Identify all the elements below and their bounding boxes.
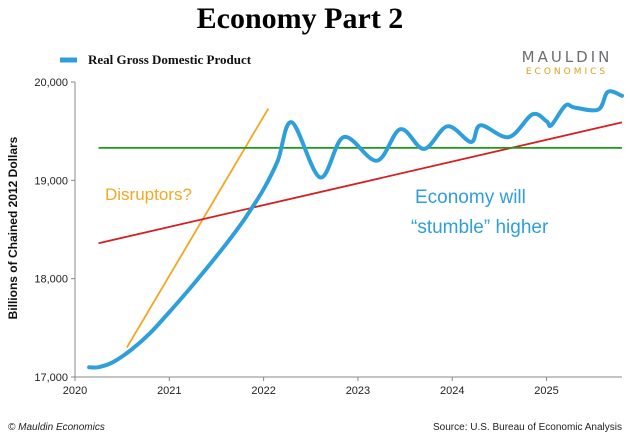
logo-bottom-text: ECONOMICS <box>526 67 608 77</box>
legend: Real Gross Domestic Product <box>60 52 252 67</box>
legend-label-gdp: Real Gross Domestic Product <box>88 52 252 67</box>
orange-trend-line <box>126 108 270 348</box>
y-tick-label: 18,000 <box>34 274 68 286</box>
y-axis-label: Billions of Chained 2012 Dollars <box>6 136 20 319</box>
chart-title: Economy Part 2 <box>197 2 404 35</box>
x-tick-label: 2024 <box>440 385 464 397</box>
y-tick-label: 19,000 <box>34 175 68 187</box>
x-ticks: 2020 2021 2022 2023 2024 2025 <box>63 377 559 397</box>
y-tick-label: 17,000 <box>34 372 68 384</box>
axes <box>74 82 622 378</box>
footer-copyright: © Mauldin Economics <box>8 422 105 433</box>
red-trend-line <box>98 121 623 245</box>
footer-source: Source: U.S. Bureau of Economic Analysis <box>433 422 622 433</box>
x-tick-label: 2023 <box>346 385 370 397</box>
logo-top-text: MAULDIN <box>522 48 613 66</box>
logo: MAULDIN ECONOMICS <box>522 48 613 77</box>
y-ticks: 17,000 18,000 19,000 20,000 <box>34 77 75 384</box>
annotation-economy-line2: “stumble” higher <box>411 217 549 238</box>
annotation-disruptors: Disruptors? <box>105 185 192 204</box>
annotation-economy-line1: Economy will <box>415 187 526 208</box>
y-tick-label: 20,000 <box>34 77 68 89</box>
x-tick-label: 2025 <box>534 385 558 397</box>
series-lines <box>87 89 624 370</box>
x-tick-label: 2020 <box>63 385 87 397</box>
gdp-series-line <box>87 89 624 370</box>
x-tick-label: 2021 <box>157 385 181 397</box>
x-tick-label: 2022 <box>251 385 275 397</box>
